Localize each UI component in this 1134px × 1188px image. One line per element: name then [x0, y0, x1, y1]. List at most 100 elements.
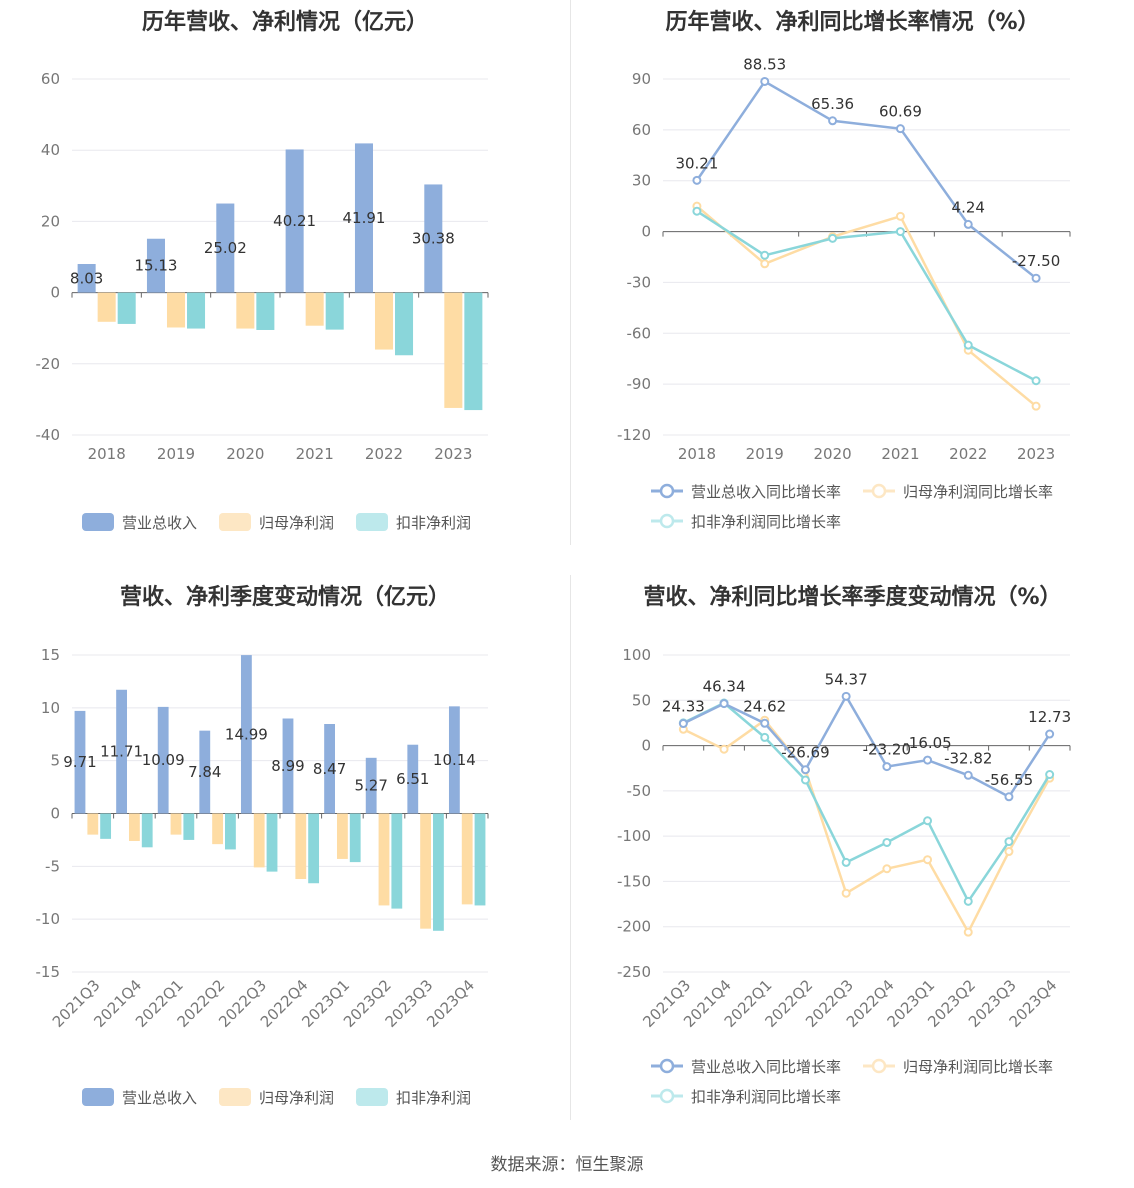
bar — [391, 813, 403, 909]
y-tick-label: -5 — [45, 857, 60, 875]
legend-swatch — [219, 513, 252, 531]
data-label: 60.69 — [879, 103, 922, 121]
x-tick-label: 2018 — [678, 445, 716, 463]
legend-label: 扣非净利润同比增长率 — [691, 1087, 842, 1106]
data-point — [678, 719, 688, 729]
bar — [448, 706, 460, 814]
series-line — [696, 210, 1037, 382]
data-label: 5.27 — [354, 777, 387, 795]
series-line — [696, 205, 1037, 408]
data-label: 14.99 — [225, 725, 268, 743]
data-point — [923, 816, 933, 826]
data-source: 数据来源：恒生聚源 — [490, 1155, 644, 1175]
data-label: 25.02 — [204, 239, 247, 257]
y-tick-label: 0 — [50, 284, 60, 302]
y-tick-label: -200 — [617, 918, 651, 936]
series-line — [695, 79, 1037, 280]
bar — [157, 706, 169, 814]
y-tick-label: -100 — [617, 827, 651, 845]
legend-item[interactable]: 扣非净利润 — [356, 1082, 471, 1112]
legend-item[interactable]: 扣非净利润 — [356, 507, 471, 537]
annual-growth-legend[interactable]: 营业总收入同比增长率 归母净利润同比增长率扣非净利润同比增长率 — [651, 476, 1121, 536]
y-tick-label: -40 — [36, 426, 61, 444]
y-tick-label: -20 — [36, 355, 61, 373]
bar — [461, 813, 473, 905]
legend-item[interactable]: 营业总收入同比增长率 — [651, 476, 841, 506]
quarterly-amount-title: 营收、净利季度变动情况（亿元） — [119, 585, 450, 610]
bar — [424, 184, 443, 293]
legend-label: 营业总收入 — [122, 513, 198, 532]
data-label: 10.09 — [142, 751, 185, 769]
legend-item[interactable]: 归母净利润 — [219, 1082, 334, 1112]
legend-item[interactable]: 归母净利润 — [219, 507, 334, 537]
data-point — [692, 206, 702, 216]
legend-item[interactable]: 营业总收入 — [82, 507, 197, 537]
y-tick-label: 0 — [641, 737, 651, 755]
legend-item[interactable]: 扣非净利润同比增长率 — [651, 1081, 841, 1111]
bar — [146, 238, 165, 293]
quarterly-growth-chart: -250-200-150-100-500501002021Q32021Q4202… — [617, 646, 1071, 1031]
data-point — [800, 765, 810, 775]
quarterly-growth-title: 营收、净利同比增长率季度变动情况（%） — [643, 585, 1062, 610]
x-tick-label: 2021 — [296, 445, 334, 463]
bar — [166, 292, 186, 328]
data-label: -16.05 — [903, 734, 951, 752]
y-tick-label: 0 — [641, 223, 651, 241]
data-point — [1004, 792, 1014, 802]
x-tick-label: 2023 — [1017, 445, 1055, 463]
legend-label: 营业总收入 — [122, 1088, 198, 1107]
x-tick-label: 2018 — [88, 445, 126, 463]
bar — [187, 292, 206, 329]
legend-item[interactable]: 扣非净利润同比增长率 — [651, 506, 841, 536]
data-point — [1004, 837, 1014, 847]
bar — [395, 292, 414, 356]
data-point — [800, 775, 810, 785]
legend-item[interactable]: 营业总收入同比增长率 — [651, 1051, 841, 1081]
data-label: 8.99 — [271, 757, 304, 775]
bar — [100, 813, 112, 839]
annual-amount-legend[interactable]: 营业总收入 归母净利润 扣非净利润 — [82, 507, 562, 537]
data-point — [841, 691, 851, 701]
bar — [216, 203, 235, 293]
bar — [378, 813, 390, 906]
data-label: -27.50 — [1012, 252, 1060, 270]
legend-item[interactable]: 营业总收入 — [82, 1082, 197, 1112]
bar — [183, 813, 195, 840]
x-tick-label: 2020 — [813, 445, 851, 463]
data-label: 24.33 — [662, 698, 705, 716]
data-point — [882, 762, 892, 772]
data-point — [760, 250, 770, 260]
legend-item[interactable]: 归母净利润同比增长率 — [863, 476, 1053, 506]
data-label: 4.24 — [952, 198, 985, 216]
data-label: 54.37 — [825, 670, 868, 688]
bar — [336, 813, 348, 859]
data-point — [1004, 847, 1014, 857]
data-label: 15.13 — [134, 257, 177, 275]
bar — [170, 813, 182, 835]
legend-item[interactable]: 归母净利润同比增长率 — [863, 1051, 1053, 1081]
bar — [266, 813, 278, 872]
bar — [464, 292, 483, 411]
bar — [87, 813, 99, 835]
annual-growth-chart: -120 -90 -60 -30 0 30 60 90 2018 2019 2020 2021 2022… — [617, 55, 1071, 463]
y-tick-label: 15 — [41, 646, 60, 664]
data-label: 6.51 — [396, 770, 429, 788]
legend-swatch — [356, 1088, 389, 1106]
data-label: 40.21 — [273, 212, 316, 230]
bar — [374, 292, 394, 350]
legend-label: 归母净利润同比增长率 — [903, 482, 1054, 501]
data-label: 12.73 — [1028, 708, 1071, 726]
legend-line-symbol — [863, 1058, 896, 1074]
bar — [116, 689, 127, 814]
data-label: 8.03 — [70, 269, 103, 287]
data-point — [1045, 770, 1055, 780]
quarterly-amount-legend[interactable]: 营业总收入 归母净利润 扣非净利润 — [82, 1082, 562, 1112]
data-point — [828, 233, 838, 243]
y-tick-label: 60 — [632, 121, 651, 139]
quarterly-growth-legend[interactable]: 营业总收入同比增长率 归母净利润同比增长率扣非净利润同比增长率 — [651, 1051, 1121, 1111]
annual-growth-panel: 历年营收、净利同比增长率情况（%） -120 -90 -60 -30 0 30 60 90 20… — [571, 0, 1134, 545]
bar — [305, 292, 324, 326]
data-label: 41.91 — [342, 209, 385, 227]
data-point — [760, 732, 770, 742]
bar — [128, 813, 140, 841]
